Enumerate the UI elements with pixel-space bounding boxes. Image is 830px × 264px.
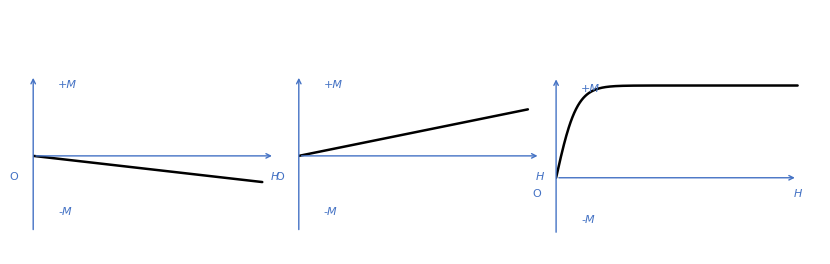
Text: -M: -M	[581, 215, 594, 225]
Text: -M: -M	[324, 208, 337, 217]
Text: O: O	[532, 190, 541, 200]
Text: H: H	[536, 172, 544, 182]
Text: +M: +M	[581, 83, 600, 93]
Text: +M: +M	[58, 80, 77, 89]
Text: O: O	[9, 172, 18, 182]
Text: H: H	[271, 172, 279, 182]
Text: -M: -M	[58, 208, 71, 217]
Text: +M: +M	[324, 80, 343, 89]
Text: H: H	[793, 190, 802, 200]
Text: O: O	[275, 172, 284, 182]
